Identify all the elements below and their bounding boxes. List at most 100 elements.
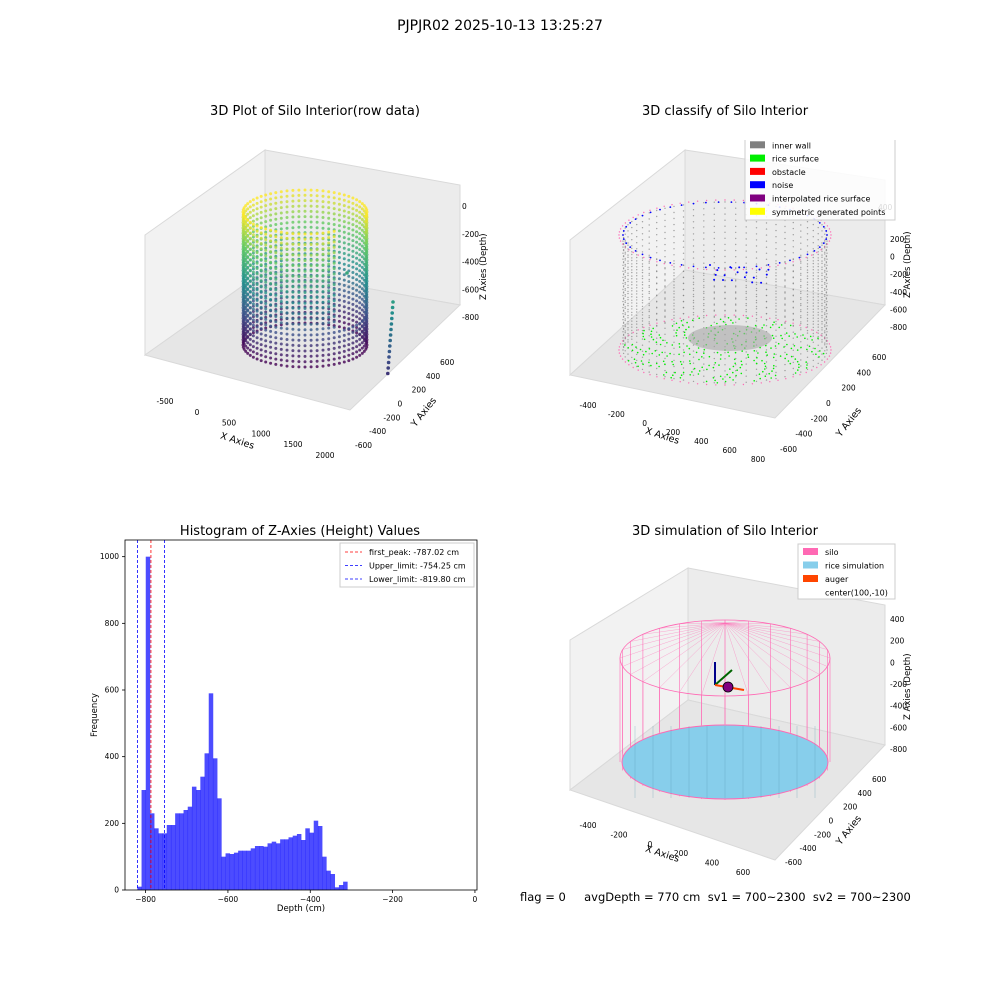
silo-outline-point <box>663 378 665 380</box>
silo-outline-point <box>829 237 832 239</box>
raw-data-point <box>347 200 351 204</box>
inner-wall-point <box>775 229 777 232</box>
inner-wall-point <box>713 297 715 299</box>
inner-wall-point <box>784 243 786 246</box>
raw-data-point <box>337 272 341 275</box>
inner-wall-point <box>713 225 715 228</box>
inner-wall-point <box>703 280 705 283</box>
raw-data-point <box>309 354 313 358</box>
noise-point <box>629 222 632 224</box>
rice-surface-point <box>796 336 798 338</box>
raw-data-point <box>269 255 273 259</box>
inner-wall-point <box>812 242 814 244</box>
inner-wall-point <box>821 323 823 325</box>
silo-outline-point <box>785 263 787 265</box>
rice-surface-point <box>811 339 813 341</box>
raw-data-point <box>255 272 259 276</box>
inner-wall-point <box>821 248 823 250</box>
raw-data-point <box>364 241 368 245</box>
noise-point <box>641 253 644 256</box>
inner-wall-point <box>648 256 650 258</box>
inner-wall-point <box>735 262 737 264</box>
inner-wall-point <box>800 280 802 282</box>
histogram-bar <box>292 835 298 890</box>
inner-wall-point <box>792 367 794 370</box>
histogram-bar <box>154 828 159 890</box>
inner-wall-point <box>755 350 758 352</box>
histogram-bar <box>217 798 222 890</box>
raw-data-point <box>259 221 263 225</box>
raw-data-point <box>358 290 362 294</box>
raw-data-point <box>351 325 355 329</box>
silo-outline-point <box>792 322 794 324</box>
raw-data-point <box>337 250 341 254</box>
rice-surface-point <box>806 364 808 366</box>
inner-wall-point <box>755 302 758 304</box>
raw-data-point <box>365 208 369 212</box>
inner-wall-point <box>682 240 685 242</box>
raw-data-point <box>327 216 331 220</box>
raw-data-point <box>337 335 341 339</box>
raw-data-point <box>248 258 252 262</box>
rice-surface-point <box>643 329 645 332</box>
inner-wall-point <box>664 292 666 294</box>
raw-data-point <box>274 325 278 329</box>
raw-data-point <box>246 325 250 329</box>
inner-wall-point <box>692 251 695 253</box>
inner-wall-point <box>631 305 633 307</box>
inner-wall-point <box>636 329 638 331</box>
rice-surface-point <box>747 317 749 319</box>
raw-data-point <box>360 265 364 269</box>
inner-wall-point <box>800 371 802 373</box>
rice-surface-point <box>785 332 788 334</box>
inner-wall-point <box>817 257 819 259</box>
raw-data-point <box>251 294 255 297</box>
y-tick-label: 400 <box>105 752 120 761</box>
inner-wall-point <box>682 216 685 218</box>
inner-wall-point <box>824 306 826 308</box>
raw-data-point <box>347 317 351 321</box>
noise-point <box>717 201 720 203</box>
inner-wall-point <box>724 352 726 354</box>
raw-data-point <box>285 364 289 368</box>
inner-wall-point <box>784 279 786 281</box>
inner-wall-point <box>765 306 768 309</box>
inner-wall-point <box>682 222 685 224</box>
raw-data-point <box>358 306 362 310</box>
inner-wall-point <box>664 262 666 264</box>
inner-wall-point <box>735 237 737 240</box>
raw-data-point <box>259 353 263 357</box>
raw-data-point <box>327 278 331 282</box>
raw-data-point <box>337 192 341 196</box>
inner-wall-point <box>784 280 786 282</box>
raw-data-point <box>360 271 364 275</box>
raw-data-point <box>327 246 331 250</box>
noise-point <box>722 279 724 281</box>
inner-wall-point <box>624 332 626 334</box>
inner-wall-point <box>812 266 814 268</box>
inner-wall-point <box>800 254 802 256</box>
raw-data-point <box>255 288 259 292</box>
histogram-bar <box>275 843 281 890</box>
rice-surface-point <box>650 364 652 367</box>
inner-wall-point <box>624 241 626 243</box>
inner-wall-point <box>664 369 666 372</box>
inner-wall-point <box>664 285 666 287</box>
raw-data-point <box>244 238 248 242</box>
inner-wall-point <box>824 233 826 235</box>
raw-data-point <box>309 232 313 236</box>
plot1-xlabel: X Axies <box>219 431 256 452</box>
raw-data-point <box>291 220 295 224</box>
raw-data-point <box>246 314 250 318</box>
raw-data-point <box>242 206 246 210</box>
raw-data-point <box>241 212 245 216</box>
inner-wall-point <box>624 288 626 290</box>
rice-surface-point <box>811 350 813 353</box>
raw-data-point <box>241 276 245 280</box>
raw-data-point <box>291 285 295 289</box>
y-tick-label: -200 <box>811 414 828 423</box>
inner-wall-point <box>817 332 819 334</box>
raw-data-point <box>251 270 255 274</box>
raw-data-point <box>259 242 263 245</box>
raw-data-point <box>321 300 325 304</box>
